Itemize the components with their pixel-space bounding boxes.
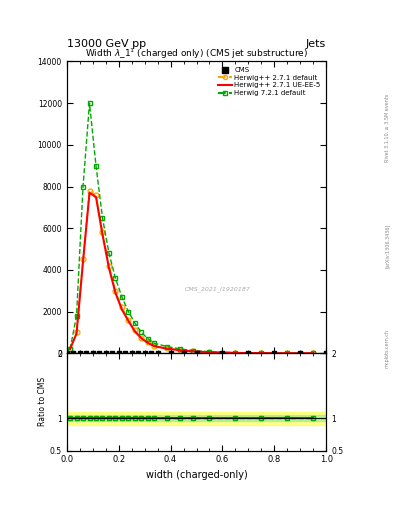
- Text: 13000 GeV pp: 13000 GeV pp: [67, 38, 146, 49]
- Point: [70, 349, 76, 357]
- Point: [180, 349, 187, 357]
- Point: [135, 349, 141, 357]
- Point: [245, 349, 252, 357]
- Point: [77, 349, 83, 357]
- Text: Rivet 3.1.10, ≥ 3.5M events: Rivet 3.1.10, ≥ 3.5M events: [385, 94, 389, 162]
- Point: [83, 349, 90, 357]
- Point: [122, 349, 129, 357]
- Point: [96, 349, 102, 357]
- Point: [103, 349, 109, 357]
- Legend: CMS, Herwig++ 2.7.1 default, Herwig++ 2.7.1 UE-EE-5, Herwig 7.2.1 default: CMS, Herwig++ 2.7.1 default, Herwig++ 2.…: [216, 65, 323, 98]
- Point: [193, 349, 200, 357]
- Text: [arXiv:1306.3436]: [arXiv:1306.3436]: [385, 224, 389, 268]
- Point: [323, 349, 329, 357]
- Title: Width $\lambda$_1$^1$ (charged only) (CMS jet substructure): Width $\lambda$_1$^1$ (charged only) (CM…: [85, 47, 308, 61]
- Point: [167, 349, 174, 357]
- Point: [148, 349, 154, 357]
- X-axis label: width (charged-only): width (charged-only): [146, 470, 247, 480]
- Point: [90, 349, 96, 357]
- Text: mcplots.cern.ch: mcplots.cern.ch: [385, 329, 389, 368]
- Point: [271, 349, 277, 357]
- Text: Jets: Jets: [306, 38, 326, 49]
- Point: [297, 349, 303, 357]
- Bar: [67, 412, 326, 424]
- Text: CMS_2021_I1920187: CMS_2021_I1920187: [184, 286, 250, 292]
- Point: [109, 349, 116, 357]
- Point: [141, 349, 148, 357]
- Bar: [67, 415, 326, 421]
- Y-axis label: Ratio to CMS: Ratio to CMS: [38, 377, 47, 426]
- Point: [154, 349, 161, 357]
- Point: [129, 349, 135, 357]
- Point: [64, 349, 70, 357]
- Point: [219, 349, 226, 357]
- Point: [116, 349, 122, 357]
